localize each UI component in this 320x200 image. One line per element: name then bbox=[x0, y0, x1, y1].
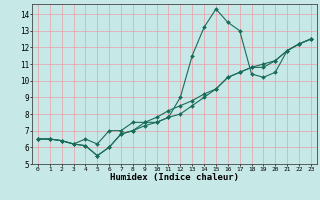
X-axis label: Humidex (Indice chaleur): Humidex (Indice chaleur) bbox=[110, 173, 239, 182]
